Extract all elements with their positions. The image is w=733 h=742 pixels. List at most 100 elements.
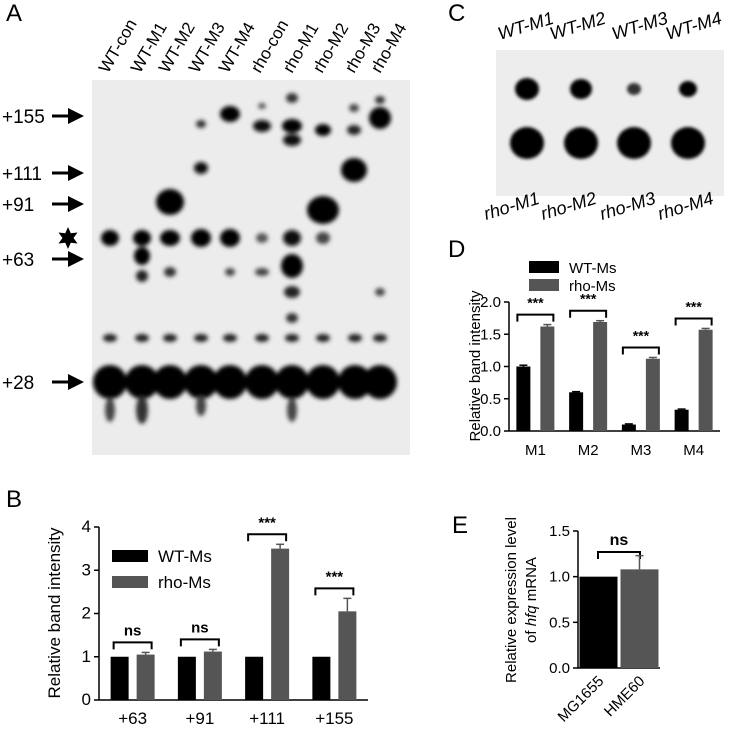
dotblot-top-label: WT-M3 bbox=[609, 8, 670, 44]
gel-band-faint bbox=[348, 334, 362, 342]
gel-band bbox=[194, 162, 208, 174]
gel-band bbox=[196, 120, 206, 128]
x-tick-label: +111 bbox=[249, 709, 285, 728]
x-tick-label: M4 bbox=[683, 442, 704, 459]
gel-band-28 bbox=[338, 365, 372, 399]
bar-MG1655 bbox=[579, 576, 618, 668]
gel-band-faint bbox=[135, 334, 149, 342]
y-tick-label: 3 bbox=[82, 560, 91, 579]
bar-rho-Ms bbox=[645, 358, 660, 431]
bar-rho-Ms bbox=[136, 654, 155, 700]
y-tick-label: 1 bbox=[82, 647, 91, 666]
legend-label: rho-Ms bbox=[569, 278, 616, 295]
y-tick-label: 2.0 bbox=[480, 294, 501, 311]
significance-label: ns bbox=[124, 622, 142, 639]
bar-WT-Ms bbox=[312, 656, 331, 700]
y-axis-label-suffix: mRNA bbox=[523, 557, 540, 605]
gel-band bbox=[287, 398, 297, 422]
panel-a-gel bbox=[92, 80, 410, 455]
x-tick-label: M2 bbox=[578, 442, 599, 459]
significance-label: *** bbox=[580, 291, 597, 307]
panel-letter-d: D bbox=[448, 236, 466, 263]
y-tick-label: 1.5 bbox=[549, 523, 570, 540]
gel-band-28 bbox=[363, 365, 397, 399]
y-tick-label: 0.5 bbox=[549, 614, 570, 631]
significance-label: ns bbox=[610, 532, 629, 549]
dotblot-dot-rho bbox=[510, 127, 544, 159]
significance-bracket bbox=[597, 551, 641, 559]
gel-band bbox=[255, 268, 269, 276]
bar-WT-Ms bbox=[674, 409, 689, 431]
gel-band bbox=[284, 286, 300, 298]
y-tick-label: 0.5 bbox=[480, 391, 501, 408]
gel-band bbox=[315, 124, 331, 136]
gel-band-faint bbox=[194, 334, 208, 342]
gel-band bbox=[375, 288, 385, 296]
significance-label: *** bbox=[258, 514, 276, 531]
bar-WT-Ms bbox=[621, 424, 636, 431]
gel-band-faint bbox=[373, 334, 387, 342]
dotblot-dot-rho bbox=[617, 127, 651, 159]
legend-swatch bbox=[112, 550, 148, 562]
gel-band bbox=[156, 189, 184, 215]
bar-rho-Ms bbox=[338, 611, 357, 700]
panel-letter-a: A bbox=[6, 0, 23, 27]
legend-label: WT-Ms bbox=[158, 547, 212, 566]
dotblot-dot-wt bbox=[627, 83, 641, 95]
gel-band bbox=[134, 247, 150, 265]
gel-band bbox=[369, 107, 391, 129]
bar-WT-Ms bbox=[177, 656, 196, 700]
gel-band bbox=[133, 230, 151, 246]
y-axis-label-line1: Relative expression level bbox=[503, 517, 520, 683]
significance-label: *** bbox=[685, 298, 702, 314]
x-tick-label: +63 bbox=[118, 709, 147, 728]
x-tick-label: MG1655 bbox=[555, 673, 608, 726]
gel-band-faint bbox=[285, 334, 299, 342]
bar-WT-Ms bbox=[516, 366, 531, 431]
gel-band-28 bbox=[245, 365, 279, 399]
gel-band bbox=[136, 270, 148, 282]
y-tick-label: 0.0 bbox=[480, 423, 501, 440]
y-axis-label-gene: hfq bbox=[523, 605, 540, 627]
significance-label: *** bbox=[326, 568, 344, 585]
significance-label: *** bbox=[527, 295, 544, 311]
gel-band bbox=[281, 254, 303, 278]
marker-label: +63 bbox=[2, 250, 34, 271]
gel-band bbox=[160, 230, 180, 246]
star-icon bbox=[58, 227, 78, 249]
significance-bracket bbox=[179, 638, 220, 647]
gel-band bbox=[307, 196, 339, 224]
gel-band bbox=[136, 396, 148, 424]
significance-bracket bbox=[112, 641, 153, 650]
dotblot-background bbox=[496, 50, 724, 196]
legend-swatch bbox=[529, 279, 559, 291]
panel-c-dotblot bbox=[496, 50, 724, 196]
y-axis-label-prefix: of bbox=[523, 626, 540, 643]
bar-WT-Ms bbox=[245, 656, 264, 700]
bar-HME60 bbox=[620, 569, 659, 668]
gel-band-28 bbox=[93, 365, 127, 399]
dotblot-top-label: WT-M2 bbox=[547, 8, 608, 44]
dotblot-top-label: WT-M4 bbox=[663, 8, 724, 44]
bar-rho-Ms bbox=[540, 326, 555, 431]
gel-band-faint bbox=[163, 334, 177, 342]
y-tick-label: 0.0 bbox=[549, 660, 570, 677]
bar-rho-Ms bbox=[271, 548, 290, 700]
y-tick-label: 2 bbox=[82, 604, 91, 623]
gel-band bbox=[258, 103, 266, 109]
gel-band bbox=[341, 158, 367, 182]
gel-band-28 bbox=[213, 365, 247, 399]
gel-band bbox=[286, 93, 298, 103]
x-tick-label: +91 bbox=[185, 709, 214, 728]
x-tick-label: M1 bbox=[525, 442, 546, 459]
y-tick-label: 1.0 bbox=[549, 569, 570, 586]
gel-band-faint bbox=[255, 334, 269, 342]
gel-band bbox=[225, 268, 235, 276]
marker-label: +111 bbox=[2, 164, 42, 185]
significance-bracket bbox=[569, 309, 608, 318]
significance-label: ns bbox=[191, 619, 209, 636]
y-axis-label: Relative band intensity bbox=[467, 290, 484, 441]
significance-bracket bbox=[621, 346, 660, 355]
dotblot-dot-wt bbox=[679, 81, 697, 97]
